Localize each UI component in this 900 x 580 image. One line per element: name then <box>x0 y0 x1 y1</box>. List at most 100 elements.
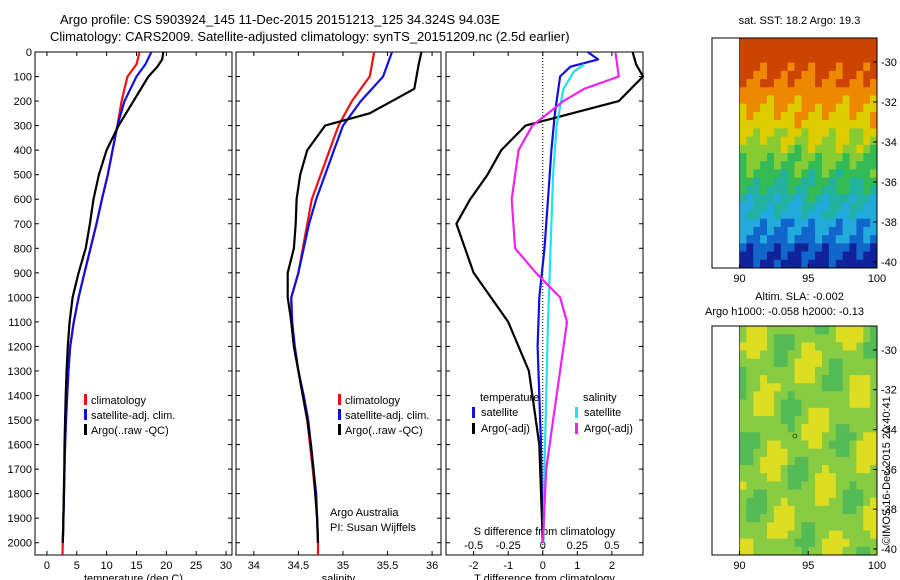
map-cell <box>760 391 768 401</box>
map-cell <box>849 489 857 499</box>
map-cell <box>863 54 871 64</box>
map-cell <box>822 144 830 154</box>
map-cell <box>856 546 864 556</box>
map-cell <box>767 432 775 441</box>
map-cell <box>794 194 802 203</box>
map-cell <box>794 54 802 64</box>
map-cell <box>787 391 795 401</box>
map-cell <box>835 546 844 556</box>
map-cell <box>835 489 844 499</box>
map-cell <box>787 95 795 105</box>
map-cell <box>760 62 768 72</box>
map-cell <box>760 54 768 64</box>
map-cell <box>746 259 754 269</box>
map-cell <box>787 120 795 129</box>
map-cell <box>863 46 871 55</box>
map-cell <box>828 391 837 401</box>
map-cell <box>753 235 761 244</box>
sst-map: 90 95 100 -30 -32 -34 -36 -38 -40 sat. SST: 18.2 … <box>711 15 897 285</box>
map-cell <box>787 103 795 113</box>
map-cell <box>753 416 761 425</box>
map-cell <box>794 489 802 499</box>
map-cell <box>801 375 809 384</box>
map-cell <box>815 38 823 47</box>
map-cell <box>767 202 775 211</box>
map-cell <box>870 226 878 236</box>
map-cell <box>870 530 878 540</box>
map-cell <box>746 161 754 170</box>
map-cell <box>842 46 850 55</box>
map-cell <box>787 440 795 450</box>
map-cell <box>794 169 802 179</box>
map-cell <box>780 153 789 162</box>
map-cell <box>760 522 768 531</box>
map-cell <box>753 407 761 417</box>
map-cell <box>856 144 864 154</box>
map-cell <box>870 546 878 556</box>
map-cell <box>808 210 816 220</box>
map-cell <box>835 440 844 450</box>
map-cell <box>767 136 775 146</box>
map-cell <box>739 87 747 96</box>
map-cell <box>801 46 809 55</box>
map-cell <box>856 456 864 466</box>
map-cell <box>767 70 775 80</box>
map-cell <box>767 128 775 138</box>
map-cell <box>746 153 754 162</box>
map-cell <box>780 251 789 261</box>
x-tick-label: 35 <box>337 560 349 572</box>
map-cell <box>849 111 857 121</box>
map-cell <box>842 546 850 556</box>
map-cell <box>828 366 837 376</box>
map-cell <box>801 456 809 466</box>
map-cell <box>815 62 823 72</box>
map-cell <box>822 358 830 368</box>
map-cell <box>870 514 878 523</box>
map-y-tick-label: -40 <box>881 544 897 556</box>
map-cell <box>815 326 823 335</box>
map-cell <box>835 473 844 482</box>
map-cell <box>773 465 782 474</box>
map-cell <box>870 202 878 211</box>
map-cell <box>815 399 823 409</box>
series-line-3 <box>542 63 585 543</box>
map-cell <box>739 95 747 105</box>
map-cell <box>760 489 768 499</box>
map-cell <box>822 202 830 211</box>
map-cell <box>801 38 809 47</box>
map-cell <box>760 473 768 482</box>
map-cell <box>815 473 823 482</box>
map-cell <box>835 185 844 195</box>
map-cell <box>753 448 761 458</box>
map-cell <box>739 522 747 531</box>
map-cell <box>780 177 789 187</box>
map-cell <box>780 218 789 228</box>
map-cell <box>739 259 747 269</box>
map-cell <box>760 95 768 105</box>
map-cell <box>760 514 768 523</box>
map-cell <box>822 538 830 548</box>
map-cell <box>822 505 830 515</box>
map-cell <box>780 505 789 515</box>
map-cell <box>808 350 816 360</box>
map-cell <box>870 169 878 179</box>
map-cell <box>746 440 754 450</box>
map-cell <box>753 185 761 195</box>
map-cell <box>787 177 795 187</box>
map-cell <box>870 235 878 244</box>
map-cell <box>849 136 857 146</box>
map-cell <box>780 424 789 433</box>
map-cell <box>815 226 823 236</box>
map-cell <box>822 128 830 138</box>
map-cell <box>870 456 878 466</box>
y-tick-label: 100 <box>14 72 32 84</box>
map-cell <box>835 505 844 515</box>
map-cell <box>870 448 878 458</box>
map-cell <box>870 79 878 88</box>
map-cell <box>787 79 795 88</box>
map-cell <box>828 243 837 253</box>
map-cell <box>801 87 809 96</box>
map-x-tick-label: 95 <box>802 273 814 285</box>
map-cell <box>835 95 844 105</box>
